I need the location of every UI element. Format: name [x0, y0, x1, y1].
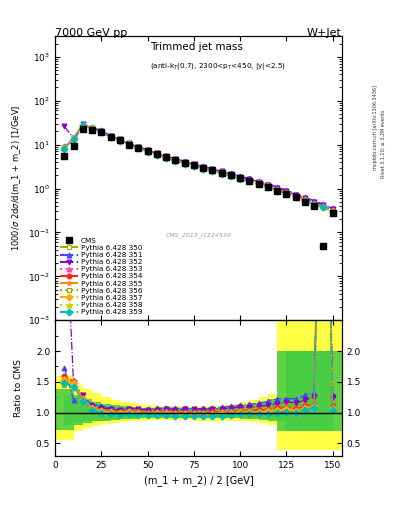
- X-axis label: (m_1 + m_2) / 2 [GeV]: (m_1 + m_2) / 2 [GeV]: [143, 475, 253, 486]
- Text: Rivet 3.1.10; ≥ 3.2M events: Rivet 3.1.10; ≥ 3.2M events: [381, 109, 386, 178]
- Text: (anti-k$_T$(0.7), 2300<p$_T$<450, |y|<2.5): (anti-k$_T$(0.7), 2300<p$_T$<450, |y|<2.…: [150, 61, 285, 72]
- Text: W+Jet: W+Jet: [307, 28, 342, 38]
- Legend: CMS, Pythia 6.428 350, Pythia 6.428 351, Pythia 6.428 352, Pythia 6.428 353, Pyt: CMS, Pythia 6.428 350, Pythia 6.428 351,…: [59, 237, 144, 316]
- Y-axis label: Ratio to CMS: Ratio to CMS: [15, 359, 24, 417]
- Text: Trimmed jet mass: Trimmed jet mass: [150, 41, 242, 52]
- Text: 7000 GeV pp: 7000 GeV pp: [55, 28, 127, 38]
- Text: CMS_2013_I1224539: CMS_2013_I1224539: [165, 232, 231, 238]
- Y-axis label: 1000/$\sigma$ 2d$\sigma$/d(m_1 + m_2) [1/GeV]: 1000/$\sigma$ 2d$\sigma$/d(m_1 + m_2) [1…: [11, 105, 24, 251]
- Text: mcplots.cern.ch [arXiv:1306.3436]: mcplots.cern.ch [arXiv:1306.3436]: [373, 86, 378, 170]
